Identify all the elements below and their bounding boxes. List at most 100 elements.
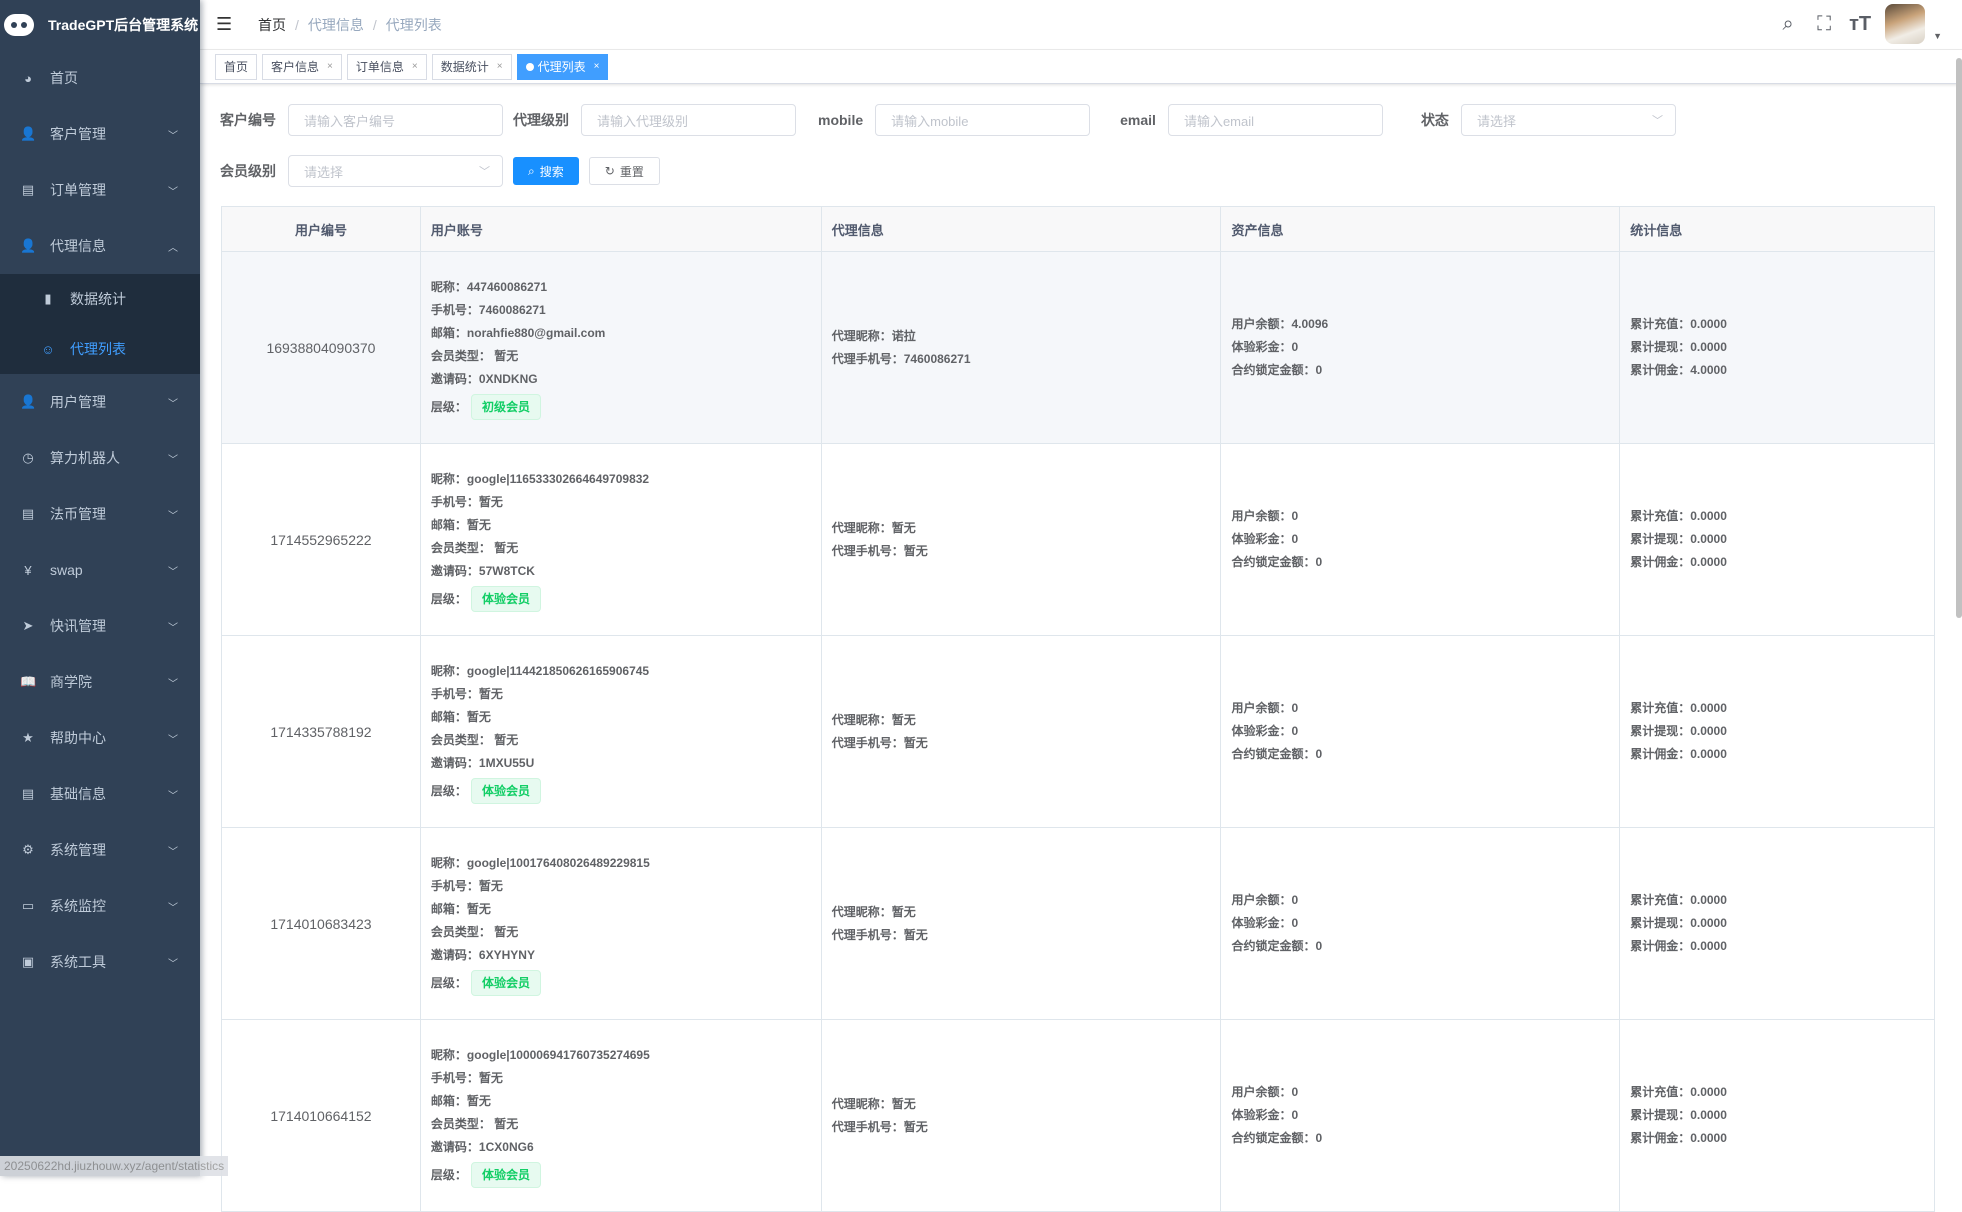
contract-locked: 合约锁定金额：0 — [1231, 1131, 1323, 1145]
font-size-icon[interactable]: тT — [1849, 12, 1872, 35]
breadcrumb-agent-list: 代理列表 — [385, 16, 442, 33]
total-commission: 累计佣金：0.0000 — [1630, 1131, 1727, 1145]
sidebar-item-0[interactable]: ◕ 首页 — [0, 50, 200, 106]
invite-code: 邀请码：1CX0NG6 — [430, 1139, 534, 1154]
sidebar-item-label: 用户管理 — [50, 394, 106, 410]
navbar: ☰ 首页 / 代理信息 / 代理列表 ⌕ ⛶ тT ▼ — [200, 0, 1962, 50]
total-withdraw: 累计提现：0.0000 — [1630, 532, 1727, 546]
fullscreen-icon[interactable]: ⛶ — [1817, 12, 1832, 35]
tag-label: 客户信息 — [271, 60, 320, 74]
nickname: 昵称：google|116533302664649709832 — [430, 471, 650, 486]
hamburger-icon[interactable]: ☰ — [216, 14, 233, 34]
tag-0[interactable]: 首页 — [215, 53, 258, 80]
sidebar-item-16[interactable]: ▣ 系统工具 ﹀ — [0, 934, 200, 990]
sidebar-item-15[interactable]: ▭ 系统监控 ﹀ — [0, 878, 200, 934]
tag-label: 订单信息 — [355, 60, 404, 74]
sidebar-item-6[interactable]: 👤 用户管理 ﹀ — [0, 374, 200, 430]
sidebar-item-3[interactable]: 👤 代理信息 ︿ — [0, 218, 200, 274]
agent-nickname: 代理昵称：诺拉 — [831, 328, 916, 343]
contract-locked: 合约锁定金额：0 — [1231, 555, 1323, 569]
user-id: 1714552965222 — [221, 443, 421, 636]
customer-no-label: 客户编号 — [220, 112, 276, 128]
sidebar-item-7[interactable]: ◷ 算力机器人 ﹀ — [0, 430, 200, 486]
sidebar-item-13[interactable]: ▤ 基础信息 ﹀ — [0, 766, 200, 822]
agent-table: 用户编号 用户账号 代理信息 资产信息 统计信息 16938804090370 … — [221, 206, 1935, 1212]
search-form: 客户编号 请输入客户编号 代理级别 请输入代理级别 mobile 请输入mobi… — [220, 104, 1962, 206]
email-input[interactable]: 请输入email — [1167, 104, 1383, 136]
table-row[interactable]: 1714010683423 昵称：google|1001764080264892… — [221, 827, 1935, 1020]
member-level-select[interactable]: 请选择 ﹀ — [288, 155, 503, 187]
trial-bonus: 体验彩金：0 — [1231, 916, 1299, 930]
total-commission: 累计佣金：0.0000 — [1630, 555, 1727, 569]
chevron-down-icon: ﹀ — [1651, 115, 1663, 127]
customer-no-input[interactable]: 请输入客户编号 — [288, 104, 503, 136]
chevron-icon: ﹀ — [168, 902, 178, 914]
app-logo[interactable]: TradeGPT后台管理系统 — [0, 0, 200, 50]
scrollbar[interactable] — [1956, 58, 1962, 618]
sidebar-item-11[interactable]: 📖 商学院 ﹀ — [0, 654, 200, 710]
member-type: 会员类型： 暂无 — [430, 540, 519, 555]
sidebar-item-14[interactable]: ⚙ 系统管理 ﹀ — [0, 822, 200, 878]
breadcrumb-home[interactable]: 首页 — [258, 16, 286, 33]
tag-1[interactable]: 客户信息 × — [262, 53, 342, 80]
close-icon[interactable]: × — [411, 61, 418, 72]
total-commission: 累计佣金：0.0000 — [1630, 939, 1727, 953]
chevron-icon: ﹀ — [168, 454, 178, 466]
robot-icon: ☺ — [41, 341, 55, 357]
sidebar-item-2[interactable]: ▤ 订单管理 ﹀ — [0, 162, 200, 218]
breadcrumb-agent-info: 代理信息 — [307, 16, 364, 33]
mobile-input[interactable]: 请输入mobile — [875, 104, 1091, 136]
tag-3[interactable]: 数据统计 × — [431, 53, 512, 80]
table-row[interactable]: 1714335788192 昵称：google|1144218506261659… — [221, 635, 1935, 828]
search-icon[interactable]: ⌕ — [1782, 12, 1794, 35]
robot-logo-icon — [4, 14, 34, 36]
stats-info-cell: 累计充值：0.0000 累计提现：0.0000 累计佣金：0.0000 — [1619, 827, 1935, 1020]
close-icon[interactable]: × — [496, 61, 503, 72]
email: 邮箱：暂无 — [430, 517, 491, 532]
tag-4[interactable]: 代理列表 × — [516, 53, 609, 80]
agent-info-cell: 代理昵称：暂无 代理手机号：暂无 — [820, 443, 1222, 636]
caret-down-icon[interactable]: ▼ — [1933, 31, 1942, 41]
level-line: 层级： 体验会员 — [431, 969, 821, 996]
chevron-icon: ﹀ — [168, 622, 178, 634]
agent-nickname: 代理昵称：暂无 — [831, 520, 916, 535]
phone: 手机号：暂无 — [430, 494, 503, 509]
total-recharge: 累计充值：0.0000 — [1630, 509, 1727, 523]
total-recharge: 累计充值：0.0000 — [1630, 701, 1727, 715]
asset-info-cell: 用户余额：0 体验彩金：0 合约锁定金额：0 — [1220, 827, 1621, 1020]
search-button[interactable]: ⌕ 搜索 — [513, 157, 579, 185]
dashboard-icon: ◕ — [24, 70, 32, 86]
avatar[interactable] — [1885, 4, 1926, 44]
chevron-icon: ﹀ — [168, 186, 178, 198]
level-label: 层级： — [430, 591, 467, 606]
send-icon: ➤ — [22, 618, 34, 633]
tag-2[interactable]: 订单信息 × — [346, 53, 427, 80]
email: 邮箱：暂无 — [430, 1093, 491, 1108]
sidebar-item-10[interactable]: ➤ 快讯管理 ﹀ — [0, 598, 200, 654]
agent-level-input[interactable]: 请输入代理级别 — [581, 104, 796, 136]
close-icon[interactable]: × — [327, 61, 333, 72]
close-icon[interactable]: × — [593, 61, 600, 72]
user-account-cell: 昵称：google|116533302664649709832 手机号：暂无 邮箱：… — [419, 443, 822, 636]
sidebar-item-4[interactable]: ▮ 数据统计 — [0, 274, 200, 324]
sidebar-item-8[interactable]: ▤ 法币管理 ﹀ — [0, 486, 200, 542]
agent-phone: 代理手机号：暂无 — [831, 543, 928, 558]
trial-bonus: 体验彩金：0 — [1231, 532, 1299, 546]
status-url: 20250622hd.jiuzhouw.xyz/agent/statistics — [0, 1156, 229, 1176]
table-row[interactable]: 16938804090370 昵称：447460086271 手机号：746008… — [221, 251, 1935, 444]
search-button-label: 搜索 — [539, 164, 564, 179]
table-row[interactable]: 1714010664152 昵称：google|1000069417607352… — [221, 1019, 1935, 1212]
sidebar-item-label: 代理列表 — [70, 341, 126, 357]
sidebar-item-5[interactable]: ☺ 代理列表 — [0, 324, 200, 374]
sidebar-item-label: 代理信息 — [50, 238, 106, 254]
status-select[interactable]: 请选择 ﹀ — [1460, 104, 1676, 136]
reset-button[interactable]: ↻ 重置 — [588, 157, 660, 185]
table-row[interactable]: 1714552965222 昵称：google|1165333026646497… — [221, 443, 1935, 636]
total-commission: 累计佣金：4.0000 — [1630, 363, 1727, 377]
sidebar-item-1[interactable]: 👤 客户管理 ﹀ — [0, 106, 200, 162]
invite-code: 邀请码：6XYHYNY — [430, 947, 535, 962]
book-icon: 📖 — [20, 674, 37, 689]
sidebar-item-12[interactable]: ★ 帮助中心 ﹀ — [0, 710, 200, 766]
sidebar-item-9[interactable]: ¥ swap ﹀ — [0, 542, 200, 598]
active-dot-icon — [525, 62, 534, 71]
